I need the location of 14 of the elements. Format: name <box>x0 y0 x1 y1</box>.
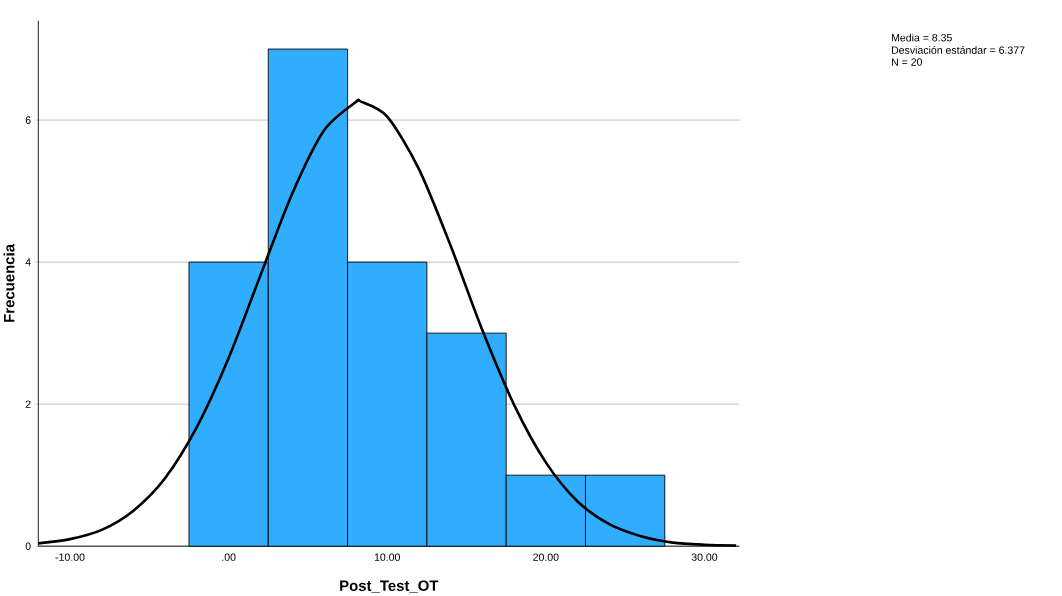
text: Desviación estándar = 6.377 <box>891 45 1025 54</box>
x-tick-label: -10.00 <box>55 553 85 561</box>
y-tick-label: 4 <box>25 258 31 266</box>
y-tick-label: 0 <box>25 542 31 550</box>
x-tick-label: 30.00 <box>691 553 718 561</box>
y-tick-label: 2 <box>25 400 31 408</box>
y-axis-title: Frecuencia <box>3 243 15 322</box>
text: N = 20 <box>891 58 923 66</box>
x-axis-title: Post_Test_OT <box>340 580 439 593</box>
text: Media = 8.35 <box>891 33 952 42</box>
y-tick-label: 6 <box>25 116 31 124</box>
x-tick-label: .00 <box>222 553 236 561</box>
x-tick-label: 10.00 <box>374 553 401 561</box>
x-tick-label: 20.00 <box>533 553 559 561</box>
